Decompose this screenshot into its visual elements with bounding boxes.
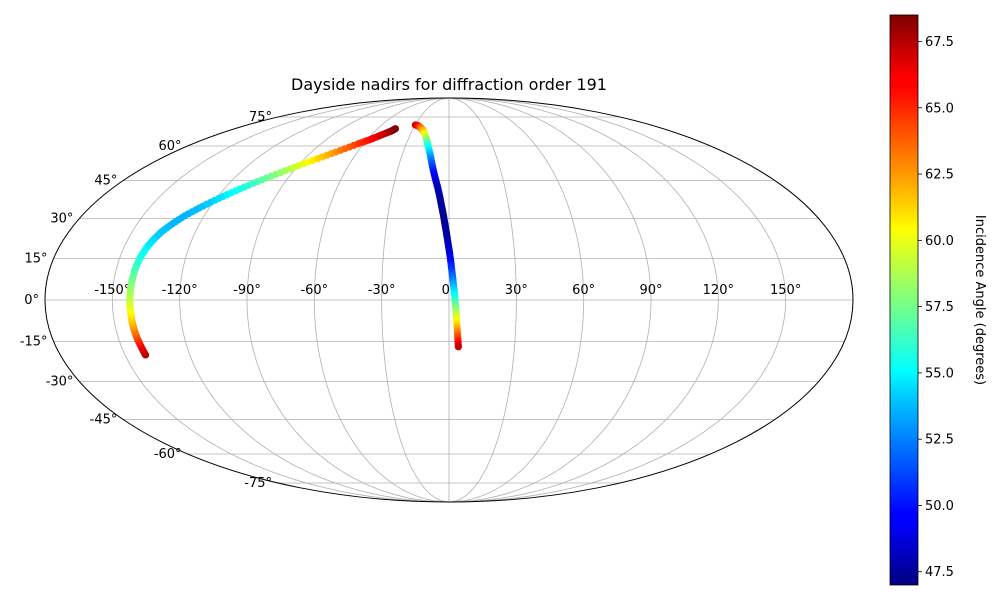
map-grid <box>45 98 853 502</box>
chart-title: Dayside nadirs for diffraction order 191 <box>291 75 607 94</box>
lat-tick-label: 75° <box>249 110 272 125</box>
meridian-60 <box>448 98 585 502</box>
meridian--30 <box>381 98 450 502</box>
colorbar-tick-label: 62.5 <box>925 168 954 183</box>
colorbar-label: Incidence Angle (degrees) <box>972 215 987 385</box>
lon-tick-label: -30° <box>368 283 396 298</box>
lon-tick-label: -60° <box>300 283 328 298</box>
lon-tick-label: 90° <box>639 283 662 298</box>
lat-tick-label: 15° <box>25 252 48 267</box>
lat-tick-label: -30° <box>46 375 74 390</box>
meridian--90 <box>246 98 450 502</box>
colorbar-tick-label: 55.0 <box>925 366 954 381</box>
colorbar-tick-label: 47.5 <box>925 565 954 580</box>
lon-tick-label: 60° <box>572 283 595 298</box>
colorbar-tick-label: 67.5 <box>925 35 954 50</box>
data-point <box>454 343 462 351</box>
lat-tick-label: -75° <box>244 476 272 491</box>
lon-tick-label: 150° <box>770 283 801 298</box>
meridian-90 <box>448 98 652 502</box>
lon-tick-label: 30° <box>505 283 528 298</box>
lat-tick-label: 45° <box>94 173 117 188</box>
lon-tick-label: -120° <box>162 283 198 298</box>
meridian-30 <box>448 98 517 502</box>
lat-tick-label: 60° <box>159 139 182 154</box>
scatter-points <box>126 121 462 359</box>
colorbar-ticks: 47.5 50.0 52.5 55.0 57.5 60.0 62.5 65.0 67.5 <box>918 35 954 580</box>
data-point <box>391 125 400 133</box>
meridian-150 <box>448 98 787 502</box>
lat-tick-label: -45° <box>90 413 118 428</box>
map-boundary <box>44 97 854 503</box>
colorbar-tick-label: 57.5 <box>925 300 954 315</box>
lon-tick-label: -90° <box>233 283 261 298</box>
colorbar: 47.5 50.0 52.5 55.0 57.5 60.0 62.5 65.0 67.5 Inc… <box>889 14 987 586</box>
lat-tick-label: 30° <box>50 211 73 226</box>
lat-tick-label: -60° <box>154 447 182 462</box>
meridian--150 <box>111 98 450 502</box>
lat-tick-label: 0° <box>24 293 39 308</box>
meridian-120 <box>448 98 719 502</box>
lon-tick-label: -150° <box>94 283 130 298</box>
longitude-tick-labels: -150° -120° -90° -60° -30° 0° 30° 60° 90° 120° 150… <box>94 283 801 298</box>
colorbar-tick-label: 50.0 <box>925 499 954 514</box>
meridian--120 <box>179 98 450 502</box>
colorbar-tick-label: 52.5 <box>925 433 954 448</box>
lat-tick-label: -15° <box>20 334 48 349</box>
colorbar-tick-label: 60.0 <box>925 234 954 249</box>
colorbar-gradient <box>889 14 919 586</box>
lon-tick-label: 120° <box>703 283 734 298</box>
colorbar-tick-label: 65.0 <box>925 101 954 116</box>
latitude-tick-labels: -75° -60° -45° -30° -15° 0° 15° 30° 45° 60° 75° <box>20 110 272 491</box>
